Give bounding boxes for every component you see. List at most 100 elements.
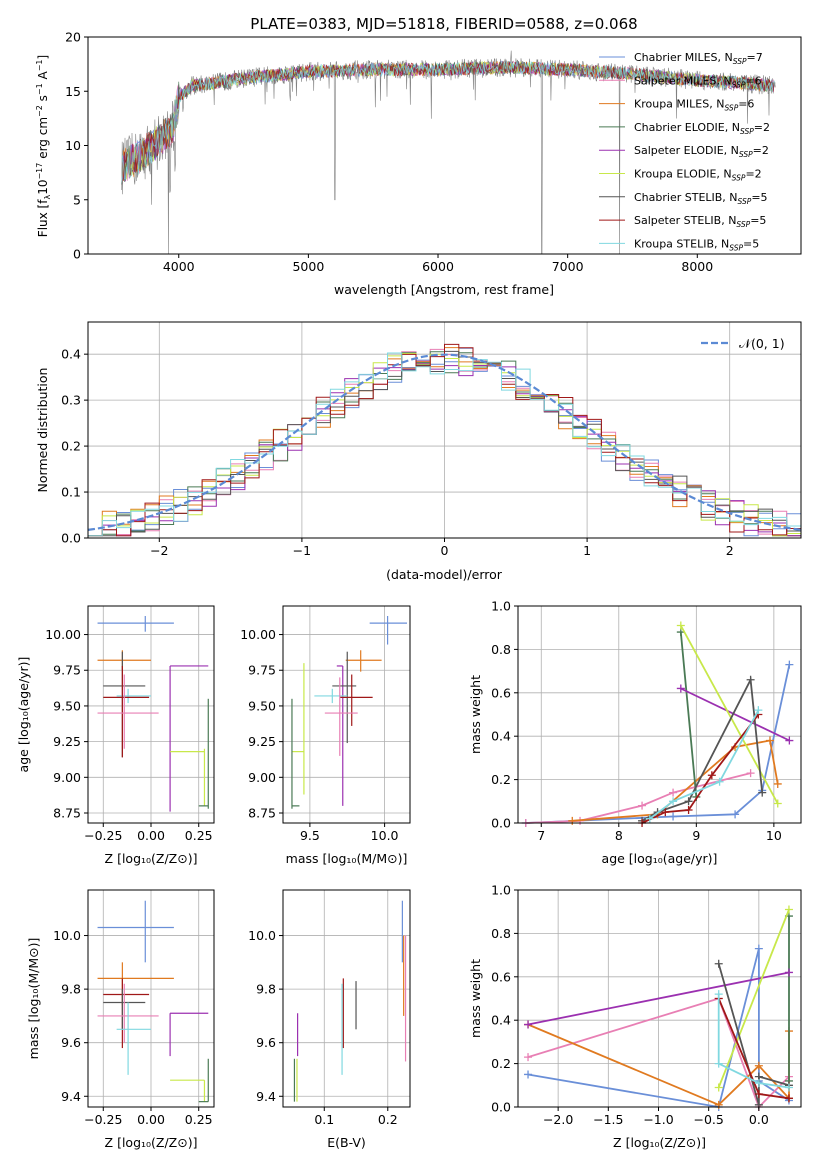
- model-spectrum-8: [121, 61, 776, 185]
- legend-entry: Chabrier STELIB, NSSP=5: [634, 191, 768, 206]
- axes-frame: [282, 889, 411, 1108]
- weight-marker: [746, 769, 755, 778]
- weight-line: [649, 709, 760, 820]
- spectrum-x-tick-label: 7000: [552, 259, 584, 274]
- weight-marker: [669, 788, 678, 797]
- histogram-y-tick-label: 0.4: [61, 347, 81, 362]
- weight-marker: [661, 808, 670, 817]
- histogram-xlabel: (data-model)/error: [386, 567, 503, 582]
- x-axis-label: Z [log₁₀(Z/Z⊙)]: [105, 1135, 198, 1150]
- y-axis-label: mass [log₁₀(M/M⊙)]: [26, 938, 41, 1060]
- legend-entry: Chabrier MILES, NSSP=7: [634, 51, 763, 66]
- weight-line: [527, 997, 790, 1109]
- weight-line: [680, 625, 779, 804]
- x-tick-label: 8: [615, 828, 623, 843]
- x-tick-label: 0.25: [185, 1112, 213, 1127]
- weight-marker: [754, 706, 763, 715]
- weight-vs-age-panel: 7 8 9 10 0.0 0.2 0.4 0.6 0.8 1.0 age [log₁₀(age/yr…: [468, 599, 802, 866]
- axes-frame: [517, 889, 802, 1108]
- y-tick-label: 9.6: [256, 1035, 276, 1050]
- histogram-y-tick-label: 0.2: [61, 439, 81, 454]
- x-tick-label: 0.0: [749, 1112, 769, 1127]
- weight-marker: [784, 968, 793, 977]
- histogram-legend-label: 𝒩(0, 1): [739, 336, 785, 351]
- histogram-y-tick-label: 0.3: [61, 393, 81, 408]
- y-tick-label: 0.2: [491, 1056, 511, 1071]
- age-vs-mass-panel: 9.5 10.0 8.75 9.00 9.25 9.50 9.75 10.00 mass [lo…: [240, 605, 411, 866]
- y-tick-label: 9.50: [53, 698, 81, 713]
- y-tick-label: 0.2: [491, 772, 511, 787]
- y-tick-label: 0.6: [491, 969, 511, 984]
- weight-marker: [773, 779, 782, 788]
- histogram-x-tick-label: −1: [293, 543, 311, 558]
- weight-marker: [669, 797, 678, 806]
- weight-line: [717, 909, 790, 1088]
- weight-marker: [524, 1070, 533, 1079]
- mass-vs-ebv-panel: 0.1 0.2 9.4 9.6 9.8 10.0 E(B-V): [248, 889, 411, 1150]
- y-tick-label: 8.75: [248, 806, 276, 821]
- y-tick-label: 9.50: [248, 698, 276, 713]
- weight-vs-metallicity-panel: −2.0 −1.5 −1.0 −0.5 0.0 0.0 0.2 0.4 0.6 0.8 1.0 Z […: [468, 883, 802, 1150]
- x-axis-label: Z [log₁₀(Z/Z⊙)]: [613, 1135, 706, 1150]
- y-tick-label: 10.00: [45, 627, 81, 642]
- x-axis-label: E(B-V): [327, 1135, 366, 1150]
- weight-marker: [676, 684, 685, 693]
- spectrum-y-tick-label: 15: [65, 84, 81, 99]
- y-tick-label: 1.0: [491, 599, 511, 614]
- legend-entry: Salpeter STELIB, NSSP=5: [634, 214, 766, 229]
- y-tick-label: 9.4: [256, 1089, 276, 1104]
- weight-marker: [773, 799, 782, 808]
- weight-marker: [754, 1061, 763, 1070]
- weight-marker: [524, 1020, 533, 1029]
- x-tick-label: −1.0: [643, 1112, 673, 1127]
- histogram-y-ticks: 0.0 0.1 0.2 0.3 0.4: [61, 347, 88, 546]
- weight-marker: [714, 959, 723, 968]
- weight-line: [680, 687, 790, 742]
- y-tick-label: 9.75: [53, 663, 81, 678]
- weight-marker: [746, 675, 755, 684]
- y-tick-label: 10.00: [240, 627, 276, 642]
- x-tick-label: 0.00: [137, 1112, 165, 1127]
- y-tick-label: 9.8: [256, 982, 276, 997]
- histogram-series-7: [88, 343, 801, 537]
- y-axis-label: mass weight: [468, 959, 483, 1038]
- x-tick-label: 0.00: [137, 828, 165, 843]
- y-tick-label: 1.0: [491, 883, 511, 898]
- mass-vs-metallicity-panel: −0.25 0.00 0.25 9.4 9.6 9.8 10.0 Z [log₁₀(Z/Z⊙)…: [26, 889, 215, 1150]
- legend-entry: Kroupa STELIB, NSSP=5: [634, 237, 759, 252]
- weight-marker: [765, 736, 774, 745]
- y-tick-label: 9.00: [248, 770, 276, 785]
- legend-entry: Salpeter MILES, NSSP=6: [634, 74, 762, 89]
- figure-title: PLATE=0383, MJD=51818, FIBERID=0588, z=0…: [250, 15, 637, 33]
- weight-marker: [714, 1059, 723, 1068]
- x-tick-label: 0.2: [378, 1112, 398, 1127]
- weight-line: [527, 971, 790, 1026]
- weight-marker: [784, 1094, 793, 1103]
- weight-marker: [645, 814, 654, 823]
- spectrum-y-tick-label: 0: [73, 247, 81, 262]
- axes-frame: [282, 605, 411, 824]
- weight-marker: [669, 812, 678, 821]
- histogram-legend: 𝒩(0, 1): [701, 336, 785, 351]
- y-tick-label: 8.75: [53, 806, 81, 821]
- normal-distribution-curve: [87, 353, 802, 531]
- y-tick-label: 0.6: [491, 685, 511, 700]
- y-tick-label: 9.25: [53, 734, 81, 749]
- weight-marker: [784, 905, 793, 914]
- x-tick-label: 9: [692, 828, 700, 843]
- x-tick-label: −1.5: [593, 1112, 623, 1127]
- y-tick-label: 9.75: [248, 663, 276, 678]
- histogram-series-8: [88, 352, 801, 537]
- spectrum-legend: Chabrier MILES, NSSP=7 Salpeter MILES, NS…: [599, 51, 770, 252]
- weight-marker: [754, 1079, 763, 1088]
- spectrum-x-tick-label: 5000: [292, 259, 324, 274]
- y-tick-label: 0.8: [491, 642, 511, 657]
- y-tick-label: 0.4: [491, 729, 511, 744]
- axes-frame: [517, 605, 802, 824]
- x-axis-label: age [log₁₀(age/yr)]: [602, 851, 718, 866]
- age-vs-metallicity-panel: −0.25 0.00 0.25 8.75 9.00 9.25 9.50 9.75 10.00 Z …: [16, 605, 215, 866]
- x-tick-label: 7: [537, 828, 545, 843]
- histogram-x-tick-label: 0: [441, 543, 449, 558]
- weight-marker: [731, 810, 740, 819]
